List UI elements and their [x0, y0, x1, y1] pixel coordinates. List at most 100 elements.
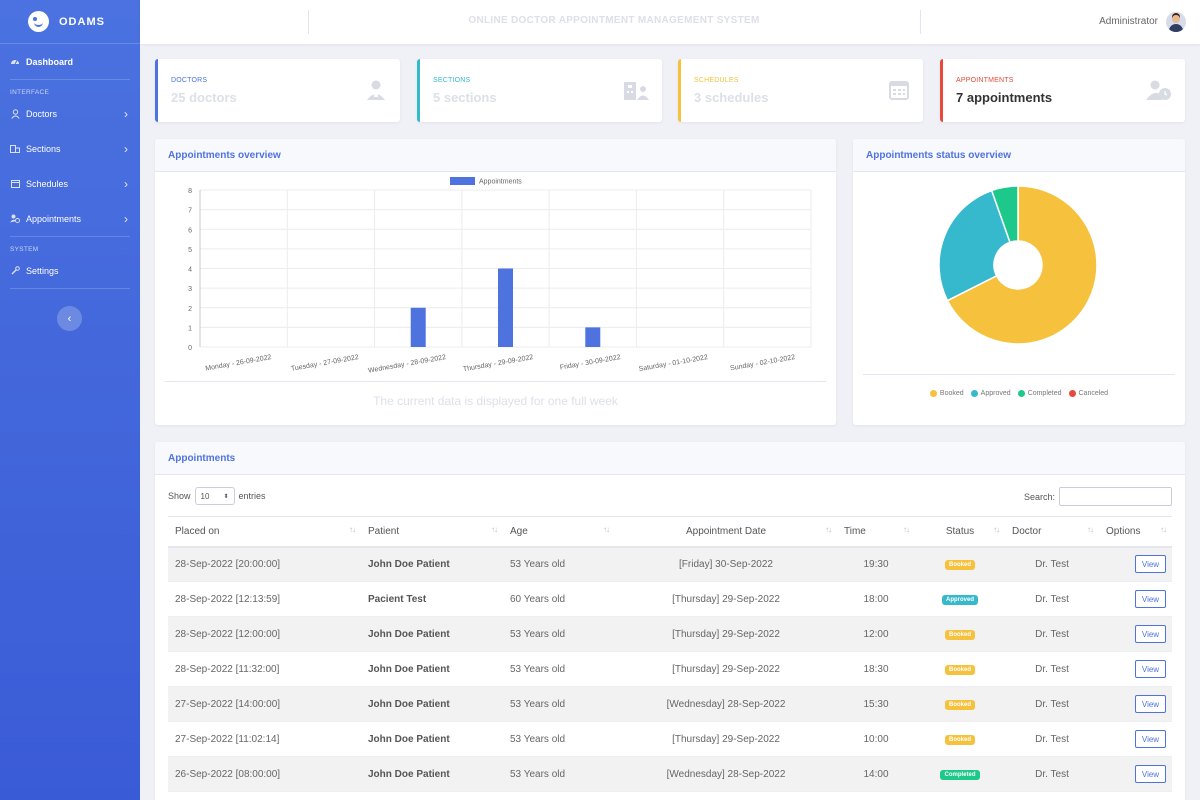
cell-doctor: Dr. Test	[1005, 721, 1099, 757]
status-badge: Booked	[944, 700, 975, 710]
view-button[interactable]: View	[1135, 730, 1166, 748]
cell-status: Approved	[915, 581, 1005, 617]
search-input[interactable]	[1059, 487, 1172, 506]
table-body: 28-Sep-2022 [20:00:00] John Doe Patient 53…	[168, 546, 1172, 792]
column-header-time[interactable]: Time ↑↓	[837, 516, 915, 548]
cell-status: Booked	[915, 616, 1005, 652]
sort-icon: ↑↓	[825, 525, 832, 534]
sidebar-item-sections[interactable]: Sections ›	[0, 131, 140, 166]
y-tick-label: 3	[188, 286, 192, 293]
stat-label: DOCTORS	[171, 77, 208, 84]
calendar-icon	[889, 81, 909, 100]
cell-patient: John Doe Patient	[361, 616, 503, 652]
column-header-patient[interactable]: Patient ↑↓	[361, 516, 503, 548]
cell-doctor: Dr. Test	[1005, 686, 1099, 722]
cell-placed-on: 28-Sep-2022 [12:13:59]	[168, 581, 361, 617]
sidebar-item-schedules[interactable]: Schedules ›	[0, 166, 140, 201]
legend-item-approved[interactable]: Approved	[970, 390, 1011, 397]
column-header-options[interactable]: Options ↑↓	[1099, 516, 1172, 548]
view-button[interactable]: View	[1135, 590, 1166, 608]
cell-options: View	[1099, 581, 1172, 617]
sidebar-item-settings[interactable]: Settings	[0, 253, 140, 288]
view-button[interactable]: View	[1135, 625, 1166, 643]
cell-patient: John Doe Patient	[361, 756, 503, 792]
cell-time: 10:00	[837, 721, 915, 757]
sidebar-toggle-button[interactable]: ‹	[57, 306, 82, 331]
brand[interactable]: ODAMS	[0, 0, 140, 44]
user-md-icon	[10, 108, 20, 119]
avatar[interactable]	[1166, 12, 1186, 32]
bar	[498, 268, 513, 347]
cell-patient: John Doe Patient	[361, 721, 503, 757]
cell-age: 53 Years old	[503, 756, 615, 792]
legend-item-canceled[interactable]: Canceled	[1068, 390, 1108, 397]
status-doughnut-chart	[938, 185, 1098, 345]
card-title: Appointments	[155, 442, 1185, 475]
x-tick-label: Tuesday - 27-09-2022	[290, 354, 359, 373]
cell-placed-on: 27-Sep-2022 [14:00:00]	[168, 686, 361, 722]
cell-appointment-date: [Thursday] 29-Sep-2022	[615, 581, 837, 617]
view-button[interactable]: View	[1135, 660, 1166, 678]
column-header-age[interactable]: Age ↑↓	[503, 516, 615, 548]
cell-patient: John Doe Patient	[361, 546, 503, 582]
x-tick-label: Thursday - 29-09-2022	[462, 354, 533, 373]
show-label: Show	[168, 491, 191, 501]
pie-legend: Booked Approved Completed Canceled	[863, 374, 1175, 397]
table-row: 27-Sep-2022 [11:02:14] John Doe Patient 53…	[168, 721, 1172, 757]
cell-age: 53 Years old	[503, 616, 615, 652]
nav-heading-system: SYSTEM	[10, 246, 39, 253]
table-row: 28-Sep-2022 [20:00:00] John Doe Patient 53…	[168, 546, 1172, 582]
table-row: 28-Sep-2022 [12:13:59] Pacient Test 60 Yea…	[168, 581, 1172, 617]
table-row: 26-Sep-2022 [08:00:00] John Doe Patient 53…	[168, 756, 1172, 792]
stat-value: 7 appointments	[956, 90, 1053, 105]
column-header-doctor[interactable]: Doctor ↑↓	[1005, 516, 1099, 548]
cell-options: View	[1099, 616, 1172, 652]
y-tick-label: 0	[188, 345, 192, 352]
sidebar-item-doctors[interactable]: Doctors ›	[0, 96, 140, 131]
column-header-status[interactable]: Status ↑↓	[915, 516, 1005, 548]
stat-label: SCHEDULES	[694, 77, 739, 84]
sidebar-item-appointments[interactable]: Appointments ›	[0, 201, 140, 236]
chevron-right-icon: ›	[124, 211, 128, 226]
view-button[interactable]: View	[1135, 695, 1166, 713]
entries-length: Show 10 ⬍ entries	[168, 487, 266, 505]
legend-dot	[1017, 390, 1025, 397]
column-header-appointment-date[interactable]: Appointment Date ↑↓	[615, 516, 837, 548]
entries-select[interactable]: 10 ⬍	[194, 487, 235, 505]
table-controls: Show 10 ⬍ entries Search:	[168, 487, 1172, 507]
bar	[585, 327, 601, 347]
status-badge: Approved	[941, 595, 978, 605]
brand-name: ODAMS	[59, 15, 105, 28]
smile-logo-icon	[28, 11, 49, 32]
tachometer-icon	[10, 57, 20, 67]
view-button[interactable]: View	[1135, 555, 1166, 574]
stat-card-doctors: DOCTORS 25 doctors	[155, 59, 400, 122]
cell-patient: John Doe Patient	[361, 686, 503, 722]
legend-label: Appointments	[479, 179, 522, 186]
column-header-label: Time	[844, 525, 866, 537]
cell-status: Booked	[915, 651, 1005, 687]
column-header-placed-on[interactable]: Placed on ↑↓	[168, 516, 361, 548]
y-tick-label: 1	[188, 325, 192, 332]
card-title: Appointments overview	[155, 139, 836, 172]
cell-placed-on: 26-Sep-2022 [08:00:00]	[168, 756, 361, 792]
user-name[interactable]: Administrator	[1099, 16, 1158, 27]
cell-options: View	[1099, 546, 1172, 582]
status-badge: Booked	[944, 735, 975, 745]
view-button[interactable]: View	[1135, 765, 1166, 783]
cell-age: 60 Years old	[503, 581, 615, 617]
table-header-row: Placed on ↑↓ Patient ↑↓ Age ↑↓ Appointment Dat…	[168, 516, 1172, 548]
sidebar-item-dashboard[interactable]: Dashboard	[10, 44, 130, 80]
column-header-label: Placed on	[175, 525, 220, 537]
sidebar-item-label: Schedules	[26, 178, 69, 189]
cell-appointment-date: [Wednesday] 28-Sep-2022	[615, 686, 837, 722]
stat-card-appointments: APPOINTMENTS 7 appointments	[940, 59, 1185, 122]
legend-item-booked[interactable]: Booked	[929, 390, 964, 397]
cell-placed-on: 28-Sep-2022 [12:00:00]	[168, 616, 361, 652]
y-tick-label: 4	[188, 267, 192, 274]
cell-appointment-date: [Friday] 30-Sep-2022	[615, 546, 837, 582]
cell-placed-on: 27-Sep-2022 [11:02:14]	[168, 721, 361, 757]
cell-time: 18:00	[837, 581, 915, 617]
system-title: ONLINE DOCTOR APPOINTMENT MANAGEMENT SYS…	[468, 15, 760, 26]
legend-item-completed[interactable]: Completed	[1017, 390, 1062, 397]
